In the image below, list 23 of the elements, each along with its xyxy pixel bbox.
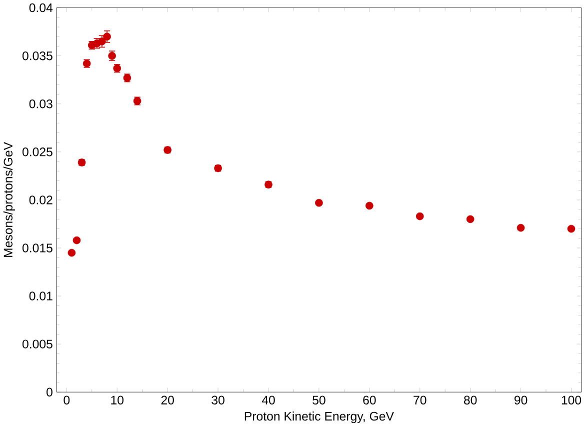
y-tick-label: 0.015 <box>22 243 52 252</box>
y-tick-label: 0.025 <box>22 147 52 156</box>
x-tick-label: 80 <box>464 396 477 404</box>
y-tick-label: 0.03 <box>29 99 52 108</box>
y-axis-title: Mesons/protons/GeV <box>3 142 15 257</box>
x-tick-label: 100 <box>562 396 582 404</box>
x-tick-label: 10 <box>111 396 124 404</box>
y-tick-label: 0.005 <box>22 339 52 348</box>
x-axis-title: Proton Kinetic Energy, GeV <box>244 411 394 423</box>
x-tick-label: 50 <box>312 396 326 404</box>
point <box>315 198 323 207</box>
x-tick-label: 30 <box>212 396 224 404</box>
x-tick-label: 40 <box>262 396 275 404</box>
x-tick-label: 60 <box>363 396 376 404</box>
x-tick-label: 70 <box>414 396 426 404</box>
x-tick-label: 20 <box>161 396 174 404</box>
y-tick-label: 0.035 <box>22 51 52 60</box>
y-tick-label: 0 <box>46 387 52 396</box>
x-tick-label: 90 <box>514 396 528 404</box>
x-tick-label: 0 <box>64 396 70 404</box>
y-tick-label: 0.02 <box>29 195 52 204</box>
y-tick-label: 0.04 <box>29 3 53 12</box>
y-tick-label: 0.01 <box>29 291 52 300</box>
